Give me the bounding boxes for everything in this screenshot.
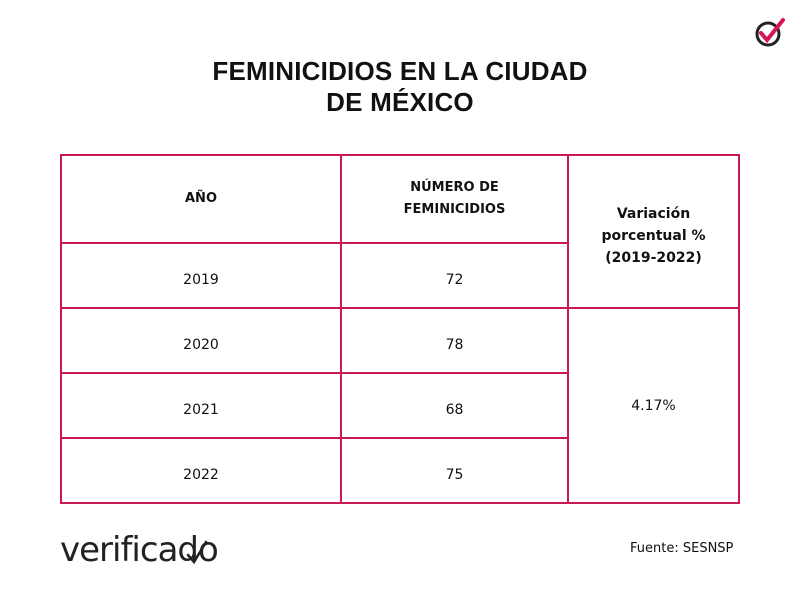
header-text: (2019-2022) [605, 249, 702, 266]
table-cell: 2019 [61, 247, 341, 312]
header-text: porcentual % [601, 227, 706, 244]
header-cell: Variación porcentual % (2019-2022) [568, 155, 739, 312]
header-cell: NÚMERO DE FEMINICIDIOS [341, 155, 568, 243]
table-cell: 2021 [61, 377, 341, 442]
source: Fuente: SESNSP [630, 541, 734, 556]
variation-text: 4.17% [631, 397, 676, 414]
header-text: Variación [616, 205, 691, 222]
cell-text: 78 [445, 336, 464, 353]
cell-text: 2022 [183, 466, 219, 483]
table-cell: 75 [341, 442, 568, 507]
brand: verificado [60, 530, 219, 570]
header-text: NÚMERO DE [410, 180, 499, 195]
cell-text: 75 [445, 466, 464, 483]
variation-cell: 4.17% [568, 308, 739, 503]
cell-text: 68 [445, 401, 464, 418]
title-line: DE MÉXICO [326, 87, 474, 117]
header-text: AÑO [185, 191, 217, 206]
cell-text: 2021 [183, 401, 219, 418]
header-cell: AÑO [61, 155, 341, 243]
title-line: FEMINICIDIOS EN LA CIUDAD [212, 56, 588, 86]
table-cell: 72 [341, 247, 568, 312]
header-text: FEMINICIDIOS [403, 202, 506, 217]
table-cell: 2020 [61, 312, 341, 377]
brand-check [186, 540, 208, 565]
logo-top [755, 18, 785, 47]
table-cell: 2022 [61, 442, 341, 507]
table-cell: 68 [341, 377, 568, 442]
cell-text: 2019 [183, 271, 219, 288]
cell-text: 72 [445, 271, 464, 288]
table-cell: 78 [341, 312, 568, 377]
cell-text: 2020 [183, 336, 219, 353]
